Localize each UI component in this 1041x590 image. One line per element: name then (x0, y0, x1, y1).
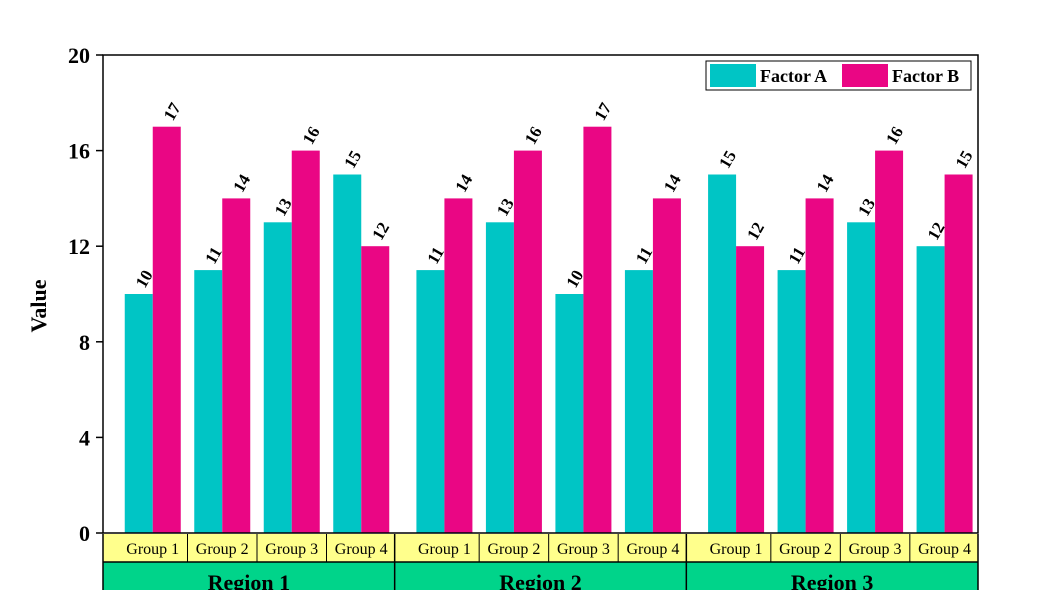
bar-value-label: 11 (785, 244, 809, 267)
bar-factor-a (555, 294, 584, 533)
bar-value-label: 11 (632, 244, 656, 267)
bar-factor-b (875, 150, 904, 533)
bar-value-label: 14 (813, 171, 838, 196)
legend-label-factor-b: Factor B (892, 66, 959, 86)
bar-value-label: 15 (715, 147, 740, 171)
bar-factor-a (263, 222, 292, 534)
bar-value-label: 17 (160, 99, 185, 124)
group-label: Group 1 (710, 541, 763, 558)
plot-frame (102, 54, 979, 534)
bars-layer (124, 126, 973, 534)
y-tick-label: 16 (68, 139, 90, 164)
bar-factor-a (416, 270, 445, 533)
bar-factor-b (361, 246, 390, 533)
legend-label-factor-a: Factor A (760, 66, 827, 86)
bar-factor-a (124, 294, 153, 533)
bar-factor-b (583, 126, 612, 533)
group-label: Group 2 (779, 541, 832, 558)
bar-factor-a (916, 246, 945, 533)
bar-value-label: 11 (201, 244, 225, 267)
region-row-background (103, 562, 978, 590)
category-table: Group 1 Group 2 Group 3 Group 4 Region 1 Grou… (102, 534, 979, 590)
bar-factor-b (444, 198, 473, 533)
y-axis: 0 4 8 12 16 20 (68, 43, 103, 546)
bar-factor-a (708, 174, 737, 533)
bar-factor-a (777, 270, 806, 533)
bar-value-label: 16 (882, 123, 907, 147)
bar-factor-a (624, 270, 653, 533)
y-tick-label: 0 (79, 521, 90, 546)
bar-factor-b (152, 126, 181, 533)
bar-value-label: 14 (229, 171, 254, 196)
group-label: Group 1 (126, 541, 179, 558)
bar-factor-a (847, 222, 876, 534)
group-label: Group 2 (196, 541, 249, 558)
bar-factor-b (652, 198, 681, 533)
bar-value-label: 12 (743, 219, 768, 243)
group-label: Group 1 (418, 541, 471, 558)
y-tick-label: 8 (79, 330, 90, 355)
bar-factor-b (736, 246, 765, 533)
bar-factor-b (805, 198, 834, 533)
bar-factor-b (222, 198, 251, 533)
bar-value-label: 16 (521, 123, 546, 147)
bar-value-label: 15 (340, 147, 365, 171)
bar-value-label: 16 (299, 123, 324, 147)
group-row-background (103, 534, 978, 562)
group-label: Group 4 (626, 541, 679, 558)
bar-factor-b (944, 174, 973, 533)
bar-value-label: 15 (952, 147, 977, 171)
region-label: Region 2 (499, 570, 582, 590)
legend-swatch-factor-a (710, 64, 756, 87)
bar-value-label: 14 (451, 171, 476, 196)
group-label: Group 2 (487, 541, 540, 558)
bar-factor-a (485, 222, 514, 534)
group-label: Group 3 (849, 541, 902, 558)
y-tick-label: 12 (68, 234, 90, 259)
y-tick-label: 4 (79, 425, 90, 450)
group-label: Group 3 (265, 541, 318, 558)
bar-value-label: 17 (590, 99, 615, 124)
group-label: Group 4 (918, 541, 971, 558)
bar-factor-b (513, 150, 542, 533)
bar-factor-a (194, 270, 223, 533)
y-axis-label: Value (26, 279, 51, 332)
bar-factor-b (291, 150, 320, 533)
group-label: Group 3 (557, 541, 610, 558)
y-tick-label: 20 (68, 43, 90, 68)
legend-swatch-factor-b (842, 64, 888, 87)
bar-value-label: 12 (368, 219, 393, 243)
bar-value-label: 11 (423, 244, 447, 267)
region-label: Region 1 (208, 570, 291, 590)
bar-value-label: 14 (660, 171, 685, 196)
legend: Factor A Factor B (705, 60, 972, 91)
region-label: Region 3 (791, 570, 874, 590)
group-label: Group 4 (335, 541, 388, 558)
bar-factor-a (333, 174, 362, 533)
